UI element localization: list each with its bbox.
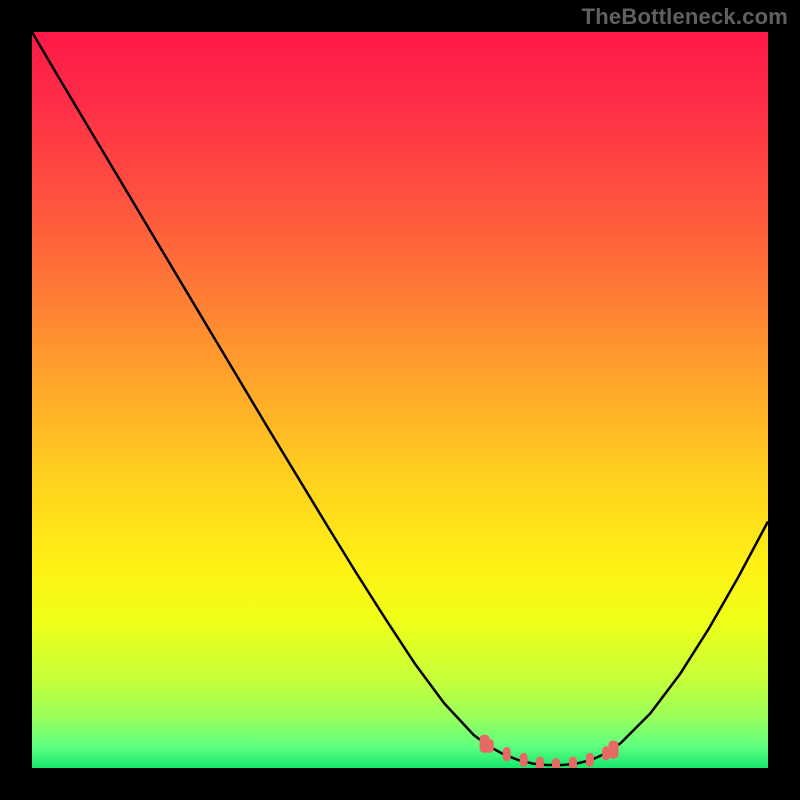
chart-svg <box>32 32 768 768</box>
plot-area <box>32 32 768 768</box>
valley-marker <box>520 753 528 767</box>
valley-marker <box>569 757 577 768</box>
gradient-background <box>32 32 768 768</box>
valley-marker <box>552 758 560 768</box>
chart-container: TheBottleneck.com <box>0 0 800 800</box>
valley-marker <box>586 753 594 767</box>
valley-marker <box>608 741 618 759</box>
valley-marker <box>486 739 494 753</box>
valley-marker <box>503 747 511 761</box>
watermark-text: TheBottleneck.com <box>582 4 788 30</box>
valley-marker <box>536 757 544 768</box>
